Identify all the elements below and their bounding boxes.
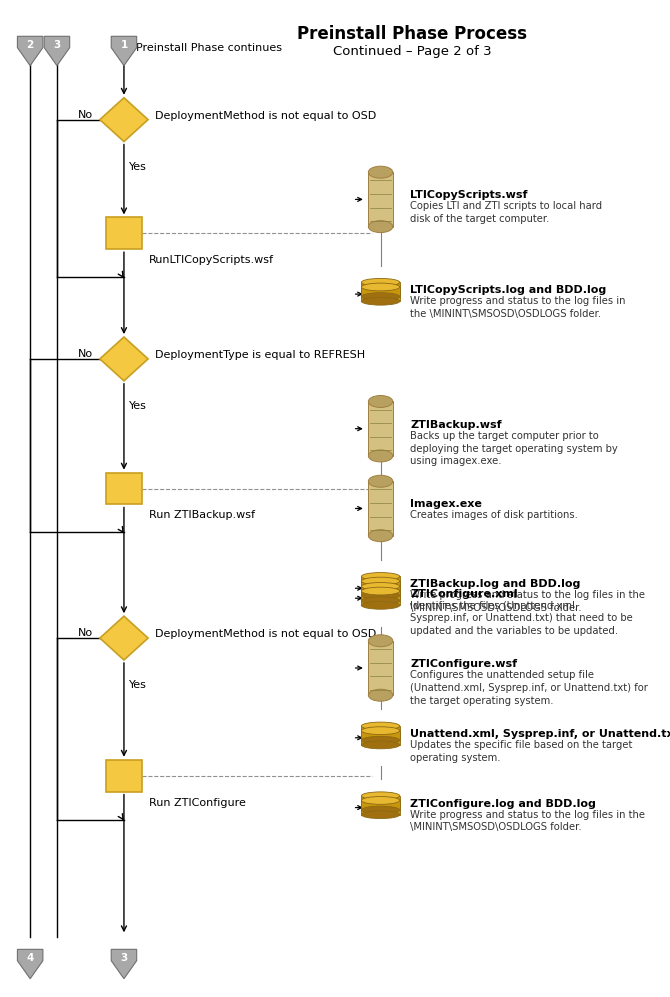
Bar [106,217,142,249]
Ellipse shape [361,293,400,300]
Bar [106,760,142,792]
Ellipse shape [369,220,393,232]
Ellipse shape [369,450,393,462]
Polygon shape [111,949,137,979]
Text: 3: 3 [121,953,127,963]
Bar [369,482,393,535]
Bar [369,641,393,695]
Ellipse shape [369,476,393,488]
Ellipse shape [361,792,400,800]
Bar [361,801,400,815]
Text: Creates images of disk partitions.: Creates images of disk partitions. [410,510,578,520]
Text: DeploymentType is equal to REFRESH: DeploymentType is equal to REFRESH [155,350,365,360]
Ellipse shape [361,737,400,744]
Bar [361,576,400,590]
Text: Copies LTI and ZTI scripts to local hard
disk of the target computer.: Copies LTI and ZTI scripts to local hard… [410,201,602,224]
Ellipse shape [361,297,400,305]
Polygon shape [100,337,148,381]
Text: No: No [78,628,93,638]
Text: Write progress and status to the log files in the
\MININT\SMSOSD\OSDLOGS folder.: Write progress and status to the log fil… [410,590,645,613]
Ellipse shape [361,807,400,814]
Polygon shape [111,36,137,66]
Text: Identifies the files (Unattend.xml,
Sysprep.inf, or Unattend.txt) that need to b: Identifies the files (Unattend.xml, Sysp… [410,600,632,636]
Text: 4: 4 [26,953,34,963]
Ellipse shape [361,797,400,805]
Text: Continued – Page 2 of 3: Continued – Page 2 of 3 [333,45,491,58]
Ellipse shape [361,572,400,580]
Text: LTICopyScripts.log and BDD.log: LTICopyScripts.log and BDD.log [410,285,606,295]
Ellipse shape [361,582,400,590]
Ellipse shape [361,601,400,609]
Ellipse shape [361,727,400,735]
Text: 2: 2 [27,40,34,50]
Ellipse shape [361,591,400,599]
Ellipse shape [369,529,393,541]
Bar [361,726,400,740]
Ellipse shape [369,396,393,408]
Bar [369,172,393,226]
Ellipse shape [361,597,400,604]
Ellipse shape [361,587,400,595]
Ellipse shape [361,741,400,749]
Text: Updates the specific file based on the target
operating system.: Updates the specific file based on the t… [410,740,632,763]
Bar [361,282,400,296]
Polygon shape [100,616,148,660]
Polygon shape [44,36,70,66]
Ellipse shape [361,577,400,585]
Bar [361,581,400,595]
Text: Run ZTIBackup.wsf: Run ZTIBackup.wsf [149,510,255,520]
Polygon shape [17,36,43,66]
Ellipse shape [361,283,400,291]
Bar [361,586,400,600]
Text: Yes: Yes [129,162,147,171]
Ellipse shape [369,689,393,701]
Text: No: No [78,349,93,359]
Ellipse shape [361,811,400,819]
Text: ZTIConfigure.wsf: ZTIConfigure.wsf [410,659,517,669]
Text: RunLTICopyScripts.wsf: RunLTICopyScripts.wsf [149,255,274,265]
Text: Configures the unattended setup file
(Unattend.xml, Sysprep.inf, or Unattend.txt: Configures the unattended setup file (Un… [410,670,648,706]
Text: DeploymentMethod is not equal to OSD: DeploymentMethod is not equal to OSD [155,111,376,121]
Text: ZTIConfigure.xml: ZTIConfigure.xml [410,589,518,599]
Text: Run ZTIConfigure: Run ZTIConfigure [149,798,246,808]
Ellipse shape [361,722,400,730]
Ellipse shape [369,166,393,178]
Bar [106,473,142,504]
Text: Yes: Yes [129,680,147,690]
Bar [361,731,400,745]
Bar [361,591,400,605]
Ellipse shape [361,278,400,286]
Text: LTICopyScripts.wsf: LTICopyScripts.wsf [410,190,527,200]
Text: ZTIBackup.wsf: ZTIBackup.wsf [410,420,502,430]
Text: Write progress and status to the log files in
the \MININT\SMSOSD\OSDLOGS folder.: Write progress and status to the log fil… [410,296,626,319]
Text: 1: 1 [121,40,127,50]
Text: No: No [78,110,93,120]
Polygon shape [100,98,148,142]
Bar [361,287,400,301]
Polygon shape [17,949,43,979]
Ellipse shape [361,587,400,594]
Text: DeploymentMethod is not equal to OSD: DeploymentMethod is not equal to OSD [155,629,376,639]
Bar [361,796,400,810]
Text: Unattend.xml, Sysprep.inf, or Unattend.txt: Unattend.xml, Sysprep.inf, or Unattend.t… [410,729,670,739]
Ellipse shape [369,635,393,647]
Text: Preinstall Phase continues: Preinstall Phase continues [136,43,282,53]
Text: Backs up the target computer prior to
deploying the target operating system by
u: Backs up the target computer prior to de… [410,431,618,467]
Text: ZTIConfigure.log and BDD.log: ZTIConfigure.log and BDD.log [410,799,596,809]
Text: Imagex.exe: Imagex.exe [410,499,482,509]
Bar [369,402,393,456]
Text: Yes: Yes [129,401,147,411]
Text: Preinstall Phase Process: Preinstall Phase Process [297,25,527,43]
Text: ZTIBackup.log and BDD.log: ZTIBackup.log and BDD.log [410,579,580,589]
Text: 3: 3 [54,40,60,50]
Text: Write progress and status to the log files in the
\MININT\SMSOSD\OSDLOGS folder.: Write progress and status to the log fil… [410,810,645,832]
